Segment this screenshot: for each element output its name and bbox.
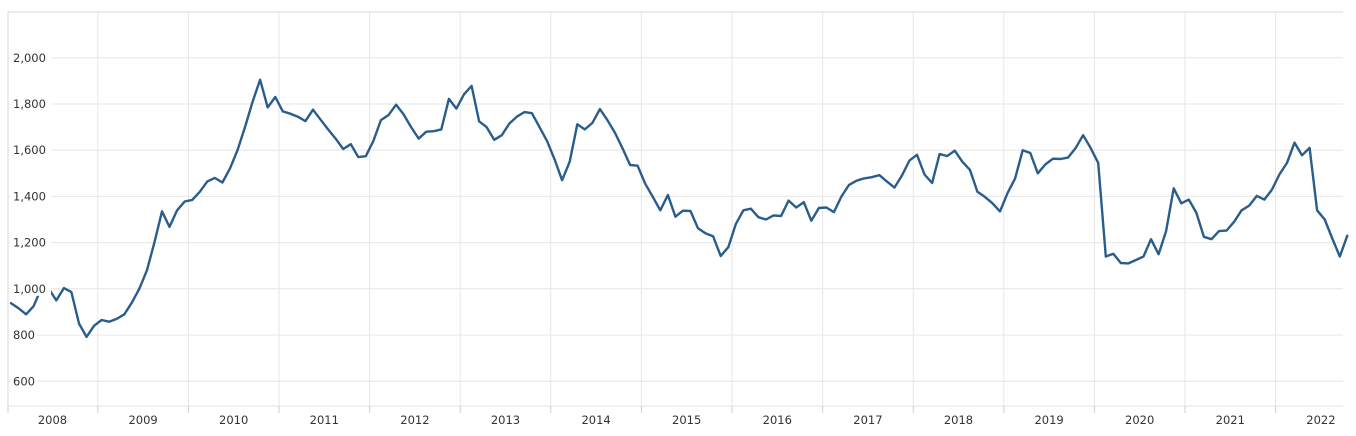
x-axis-tick-label: 2013: [491, 413, 520, 427]
y-axis-tick-label: 1,600: [13, 143, 46, 157]
x-axis-tick-label: 2021: [1216, 413, 1245, 427]
x-axis-tick-label: 2019: [1034, 413, 1063, 427]
horizontal-gridlines: [8, 57, 1343, 382]
x-axis-tick-label: 2008: [38, 413, 67, 427]
y-axis-tick-label: 1,800: [13, 97, 46, 111]
plot-borders: [7, 11, 1343, 407]
x-axis-tick-label: 2016: [763, 413, 792, 427]
x-axis-tick-label: 2020: [1125, 413, 1154, 427]
vertical-gridlines: [97, 12, 1277, 406]
x-axis-tick-label: 2018: [944, 413, 973, 427]
index-price-line: [9, 78, 1349, 339]
y-axis-tick-label: 2,000: [13, 51, 46, 65]
x-axis-ticks: [7, 406, 1277, 413]
y-axis-labels: 600 800 1,000 1,200 1,400 1,600 1,800 2,000: [10, 49, 51, 389]
x-axis-tick-label: 2012: [400, 413, 429, 427]
x-axis-tick-label: 2017: [853, 413, 882, 427]
y-axis-tick-label: 600: [13, 374, 35, 388]
y-axis-tick-label: 1,000: [13, 282, 46, 296]
x-axis-tick-label: 2009: [128, 413, 157, 427]
y-axis-tick-label: 1,200: [13, 236, 46, 250]
plot-hover-area[interactable]: [8, 12, 1343, 406]
y-axis-tick-label: 800: [13, 328, 35, 342]
x-axis-tick-label: 2022: [1306, 413, 1335, 427]
x-axis-labels: 2008 2009 2010 2011 2012 2013 2014 2015 2016 2017…: [38, 413, 1336, 427]
x-axis-tick-label: 2010: [219, 413, 248, 427]
x-axis-tick-label: 2014: [581, 413, 610, 427]
y-axis-tick-label: 1,400: [13, 189, 46, 203]
x-axis-tick-label: 2015: [672, 413, 701, 427]
x-axis-tick-label: 2011: [310, 413, 339, 427]
